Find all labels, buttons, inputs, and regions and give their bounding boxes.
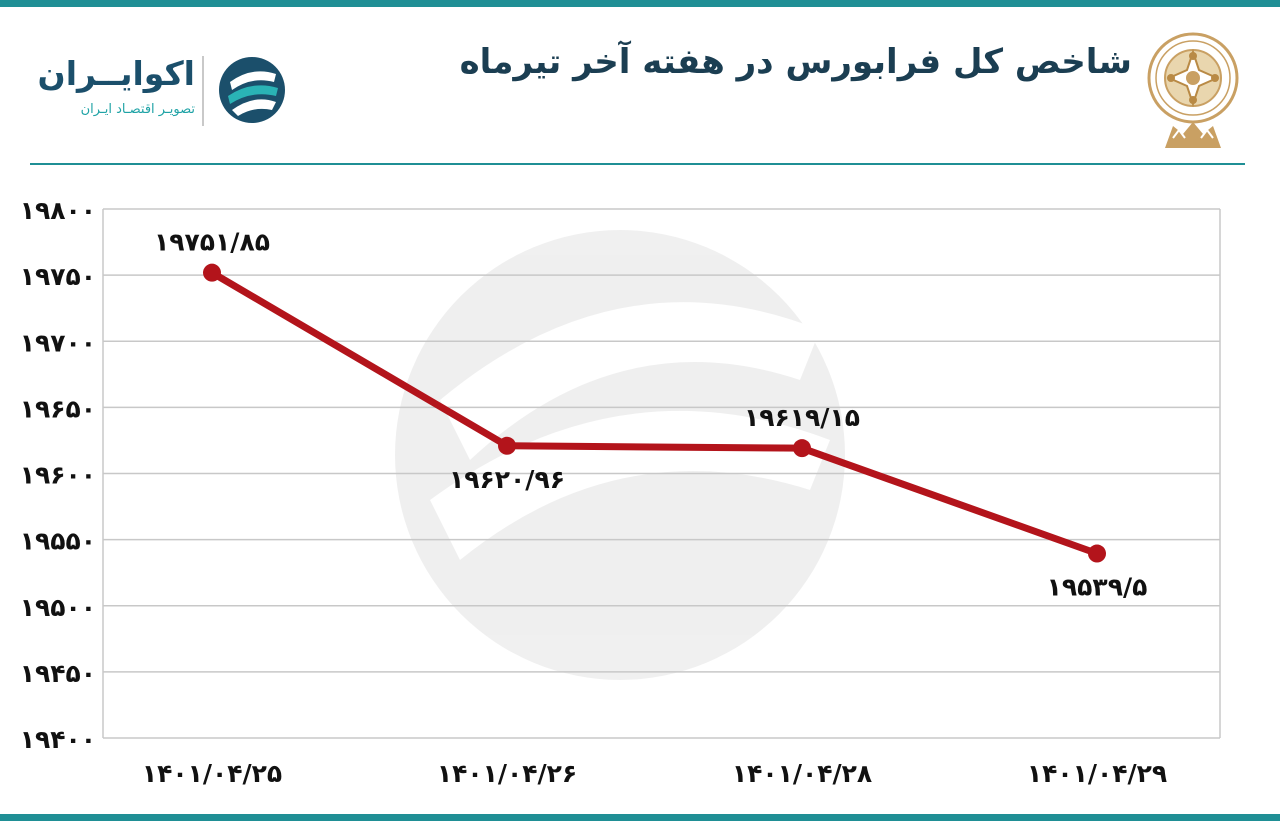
stock-exchange-seal-icon bbox=[1147, 32, 1239, 148]
y-axis: ۱۹۴۰۰ ۱۹۴۵۰ ۱۹۵۰۰ ۱۹۵۵۰ ۱۹۶۰۰ ۱۹۶۵۰ ۱۹۷۰۰ ۱۹۷۵۰… bbox=[20, 196, 96, 754]
x-tick-label: ۱۴۰۱/۰۴/۲۵ bbox=[142, 759, 282, 788]
y-tick-label: ۱۹۸۰۰ bbox=[20, 196, 96, 225]
series-line bbox=[208, 269, 1101, 558]
data-point bbox=[498, 436, 516, 455]
series-line-path bbox=[208, 269, 1101, 558]
y-tick-label: ۱۹۶۰۰ bbox=[20, 461, 96, 490]
data-point bbox=[203, 263, 221, 282]
x-tick-label: ۱۴۰۱/۰۴/۲۶ bbox=[437, 759, 577, 788]
brand-logo: اکوایــران تصویـر اقتصـاد ایـران bbox=[30, 50, 290, 130]
y-tick-label: ۱۹۴۵۰ bbox=[20, 659, 96, 688]
data-points bbox=[203, 263, 1106, 563]
brand-tagline: تصویـر اقتصـاد ایـران bbox=[80, 102, 195, 117]
y-tick-label: ۱۹۴۰۰ bbox=[20, 725, 96, 754]
top-accent-bar bbox=[0, 0, 1280, 7]
header-divider bbox=[30, 163, 1245, 165]
watermark-logo bbox=[395, 230, 845, 680]
y-tick-label: ۱۹۵۵۰ bbox=[20, 527, 96, 556]
brand-name: اکوایــران bbox=[37, 54, 195, 93]
data-point bbox=[1088, 544, 1106, 563]
y-tick-label: ۱۹۷۰۰ bbox=[20, 328, 96, 357]
data-point bbox=[793, 439, 811, 458]
x-tick-label: ۱۴۰۱/۰۴/۲۸ bbox=[732, 759, 872, 788]
x-axis: ۱۴۰۱/۰۴/۲۵ ۱۴۰۱/۰۴/۲۶ ۱۴۰۱/۰۴/۲۸ ۱۴۰۱/۰۴/۲۹ bbox=[142, 759, 1167, 788]
data-label: ۱۹۷۵۱/۸۵ bbox=[154, 228, 270, 257]
data-labels: ۱۹۷۵۱/۸۵ ۱۹۶۲۰/۹۶ ۱۹۶۱۹/۱۵ ۱۹۵۳۹/۵ bbox=[154, 228, 1147, 602]
y-tick-label: ۱۹۷۵۰ bbox=[20, 262, 96, 291]
y-tick-label: ۱۹۶۵۰ bbox=[20, 394, 96, 423]
data-label: ۱۹۶۱۹/۱۵ bbox=[744, 403, 860, 432]
x-tick-label: ۱۴۰۱/۰۴/۲۹ bbox=[1027, 759, 1167, 788]
data-label: ۱۹۶۲۰/۹۶ bbox=[449, 465, 565, 494]
grid-layer bbox=[102, 208, 1221, 739]
data-label: ۱۹۵۳۹/۵ bbox=[1047, 573, 1148, 602]
brand-divider bbox=[202, 56, 204, 126]
chart-title: شاخص کل فرابورس در هفته آخر تیرماه bbox=[459, 42, 1132, 82]
y-tick-label: ۱۹۵۰۰ bbox=[20, 593, 96, 622]
ecoiran-logo-icon bbox=[219, 57, 285, 123]
bottom-accent-bar bbox=[0, 814, 1280, 821]
